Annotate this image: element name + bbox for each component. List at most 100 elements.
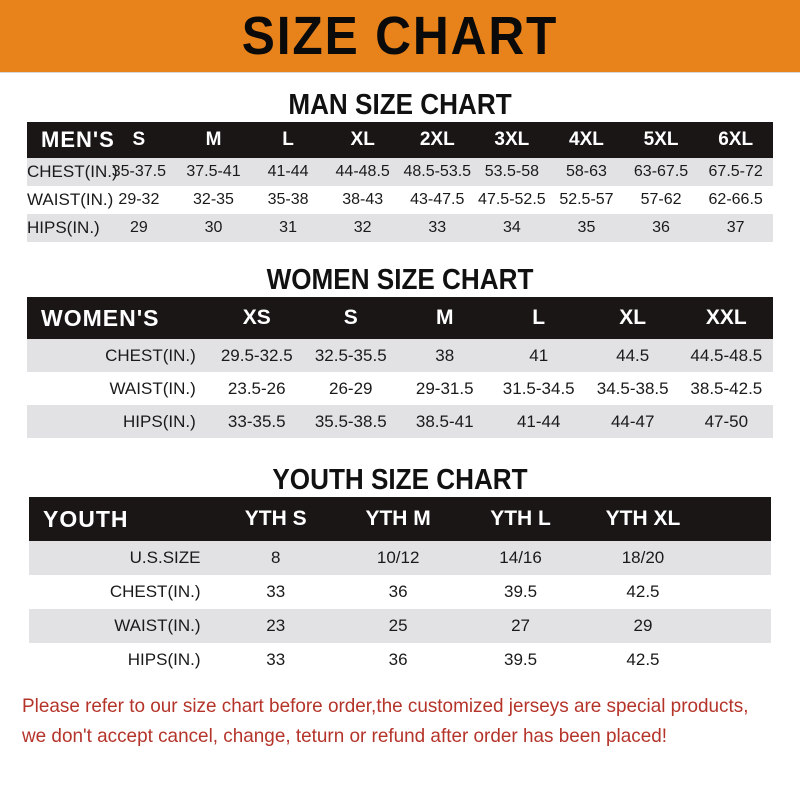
- women-col-3: L: [532, 306, 546, 329]
- youth-col-spacer: [704, 497, 771, 541]
- youth-r2-c1: 25: [388, 616, 408, 635]
- man-r1-c2: 35-38: [267, 191, 309, 208]
- man-r2-c8: 37: [726, 219, 745, 236]
- youth-r0-spacer: [704, 541, 771, 575]
- man-r0-c3: 44-48.5: [335, 163, 390, 180]
- table-row: WAIST(IN.) 29-32 32-35 35-38 38-43 43-47…: [27, 186, 773, 214]
- disclaimer-line-2: we don't accept cancel, change, teturn o…: [22, 725, 668, 748]
- women-size-chart-wrap: WOMEN'S XS S M L XL XXL CHEST(IN.) 29.5-…: [27, 297, 773, 438]
- man-r0-c4: 48.5-53.5: [403, 163, 472, 180]
- man-table-body: MEN'S S M L XL 2XL 3XL 4XL 5XL 6XL CHEST…: [27, 122, 773, 242]
- man-r2-c2: 31: [279, 219, 297, 236]
- youth-col-2: YTH L: [490, 507, 551, 530]
- youth-r3-c0: 33: [266, 650, 286, 669]
- table-row: CHEST(IN.) 29.5-32.5 32.5-35.5 38 41 44.…: [27, 339, 773, 372]
- youth-r1-spacer: [704, 575, 771, 609]
- page-banner: SIZE CHART: [0, 0, 800, 73]
- man-r2-c0: 29: [129, 219, 148, 236]
- women-row-2-label: HIPS(IN.): [123, 411, 196, 431]
- man-col-8: 6XL: [718, 129, 754, 150]
- man-row-1-label: WAIST(IN.): [27, 190, 114, 209]
- man-r2-c5: 34: [502, 219, 521, 236]
- women-r0-c4: 44.5: [616, 345, 650, 365]
- youth-size-table: YOUTH YTH S YTH M YTH L YTH XL U.S.SIZE …: [29, 497, 771, 677]
- man-r1-c4: 43-47.5: [410, 191, 465, 208]
- women-r2-c4: 44-47: [610, 411, 655, 431]
- youth-r0-c0: 8: [270, 548, 281, 567]
- youth-table-body: YOUTH YTH S YTH M YTH L YTH XL U.S.SIZE …: [29, 497, 771, 677]
- youth-r1-c1: 36: [388, 582, 408, 601]
- man-header-label: MEN'S: [41, 127, 115, 152]
- youth-r0-c3: 18/20: [621, 548, 665, 567]
- women-r2-c1: 35.5-38.5: [314, 411, 387, 431]
- women-r1-c0: 23.5-26: [227, 378, 286, 398]
- women-r0-c3: 41: [529, 345, 549, 365]
- women-r2-c3: 41-44: [516, 411, 561, 431]
- man-r0-c2: 41-44: [267, 163, 309, 180]
- man-r2-c6: 35: [577, 219, 596, 236]
- women-r2-c5: 47-50: [704, 411, 749, 431]
- man-r1-c7: 57-62: [640, 191, 682, 208]
- women-r0-c1: 32.5-35.5: [314, 345, 387, 365]
- man-col-3: XL: [350, 129, 375, 150]
- man-col-7: 5XL: [643, 129, 679, 150]
- man-header-row: MEN'S S M L XL 2XL 3XL 4XL 5XL 6XL: [27, 122, 773, 158]
- man-size-table: MEN'S S M L XL 2XL 3XL 4XL 5XL 6XL CHEST…: [27, 122, 773, 242]
- youth-col-0: YTH S: [244, 507, 307, 530]
- page-title: SIZE CHART: [241, 6, 559, 66]
- youth-r2-c0: 23: [266, 616, 286, 635]
- women-header-label: WOMEN'S: [41, 304, 160, 331]
- disclaimer-line-1: Please refer to our size chart before or…: [22, 695, 749, 717]
- man-r0-c7: 63-67.5: [633, 163, 689, 180]
- youth-r2-spacer: [704, 609, 771, 643]
- man-r0-c6: 58-63: [565, 163, 607, 180]
- man-size-chart-wrap: MEN'S S M L XL 2XL 3XL 4XL 5XL 6XL CHEST…: [27, 122, 773, 242]
- youth-col-3: YTH XL: [605, 507, 681, 530]
- youth-r2-c2: 27: [511, 616, 531, 635]
- man-r2-c4: 33: [428, 219, 447, 236]
- youth-header-row: YOUTH YTH S YTH M YTH L YTH XL: [29, 497, 771, 541]
- disclaimer-note: Please refer to our size chart before or…: [22, 691, 755, 751]
- youth-r0-c2: 14/16: [499, 548, 542, 567]
- table-row: HIPS(IN.) 33 36 39.5 42.5: [29, 643, 771, 677]
- table-row: WAIST(IN.) 23.5-26 26-29 29-31.5 31.5-34…: [27, 372, 773, 405]
- women-col-5: XXL: [705, 306, 747, 329]
- man-r1-c3: 38-43: [342, 191, 384, 208]
- table-row: WAIST(IN.) 23 25 27 29: [29, 609, 771, 643]
- youth-row-0-label: U.S.SIZE: [129, 548, 201, 567]
- table-row: CHEST(IN.) 33 36 39.5 42.5: [29, 575, 771, 609]
- man-r1-c1: 32-35: [193, 191, 234, 208]
- man-r1-c6: 52.5-57: [559, 191, 614, 208]
- man-col-2: L: [282, 129, 294, 150]
- women-col-0: XS: [242, 306, 271, 329]
- women-row-0-label: CHEST(IN.): [105, 345, 196, 365]
- man-col-5: 3XL: [494, 129, 530, 150]
- youth-section-title: YOUTH SIZE CHART: [272, 464, 528, 496]
- women-header-row: WOMEN'S XS S M L XL XXL: [27, 297, 773, 339]
- youth-r2-c3: 29: [633, 616, 653, 635]
- man-col-4: 2XL: [419, 129, 455, 150]
- man-r2-c3: 32: [353, 219, 372, 236]
- women-r0-c2: 38: [435, 345, 455, 365]
- youth-row-3-label: HIPS(IN.): [127, 650, 201, 669]
- youth-r1-c3: 42.5: [626, 582, 660, 601]
- youth-r1-c2: 39.5: [504, 582, 538, 601]
- women-r1-c5: 38.5-42.5: [690, 378, 763, 398]
- women-col-4: XL: [619, 306, 647, 329]
- women-table-body: WOMEN'S XS S M L XL XXL CHEST(IN.) 29.5-…: [27, 297, 773, 438]
- man-r1-c0: 29-32: [118, 191, 160, 208]
- women-r0-c5: 44.5-48.5: [690, 345, 763, 365]
- man-col-1: M: [205, 129, 222, 150]
- youth-col-1: YTH M: [365, 507, 431, 530]
- man-row-2-label: HIPS(IN.): [27, 218, 100, 237]
- youth-r1-c0: 33: [266, 582, 286, 601]
- women-col-2: M: [435, 306, 454, 329]
- man-r1-c8: 62-66.5: [708, 191, 763, 208]
- youth-r3-c2: 39.5: [504, 650, 538, 669]
- women-r1-c3: 31.5-34.5: [502, 378, 575, 398]
- youth-row-2-label: WAIST(IN.): [114, 616, 201, 635]
- man-r0-c8: 67.5-72: [708, 163, 763, 180]
- women-r2-c2: 38.5-41: [415, 411, 474, 431]
- man-r2-c7: 36: [652, 219, 670, 236]
- women-r1-c4: 34.5-38.5: [596, 378, 669, 398]
